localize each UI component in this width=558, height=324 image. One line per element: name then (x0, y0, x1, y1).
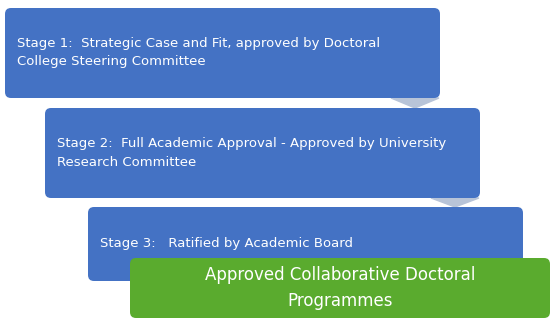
Text: Stage 1:  Strategic Case and Fit, approved by Doctoral
College Steering Committe: Stage 1: Strategic Case and Fit, approve… (17, 38, 380, 68)
Polygon shape (472, 258, 520, 281)
Polygon shape (391, 98, 439, 108)
FancyBboxPatch shape (5, 8, 440, 98)
Text: Approved Collaborative Doctoral
Programmes: Approved Collaborative Doctoral Programm… (205, 267, 475, 309)
FancyBboxPatch shape (88, 207, 523, 281)
Text: Stage 3:   Ratified by Academic Board: Stage 3: Ratified by Academic Board (100, 237, 353, 250)
Polygon shape (431, 198, 479, 207)
FancyBboxPatch shape (130, 258, 550, 318)
FancyBboxPatch shape (45, 108, 480, 198)
Text: Stage 2:  Full Academic Approval - Approved by University
Research Committee: Stage 2: Full Academic Approval - Approv… (57, 137, 446, 168)
